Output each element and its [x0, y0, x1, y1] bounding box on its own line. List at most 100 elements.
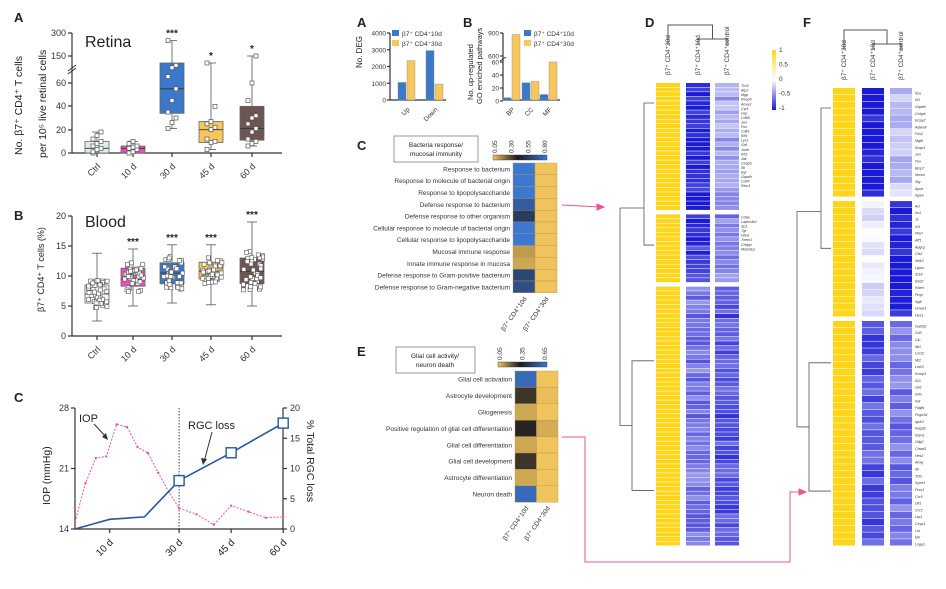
heatmap-cell: [715, 482, 739, 487]
column-dendrogram: [872, 43, 902, 50]
x-tick-label: 45 d: [197, 161, 216, 180]
y-tick-label: 40: [492, 73, 500, 80]
heatmap-cell: [715, 468, 739, 473]
heatmap-cell: [833, 361, 855, 369]
row-dendrogram: [796, 211, 821, 428]
gene-label: Adgrg: [914, 245, 925, 249]
heatmap-cell: [862, 436, 884, 444]
data-point: [245, 143, 251, 149]
data-point: [98, 287, 103, 293]
y-tick-label: 21: [59, 464, 69, 474]
data-point: [161, 274, 167, 279]
heatmap-cell: [862, 176, 884, 183]
data-point: [241, 287, 246, 293]
blood-ylabel: β7⁺ CD4⁺ T cells (%): [36, 227, 46, 312]
heatmap-cell: [656, 123, 680, 128]
x-tick-label: 30 d: [158, 344, 177, 363]
gene-label: Ptert: [915, 232, 924, 236]
gene-label: Lnga1: [915, 543, 925, 547]
heatmap-cell: [656, 359, 680, 364]
heatmap-cell: [890, 430, 912, 437]
heatmap-cell: [715, 332, 739, 337]
gene-label: Tlr11: [741, 84, 749, 88]
data-point: [209, 271, 215, 277]
heatmap-cell: [656, 286, 680, 291]
data-point: [162, 264, 167, 270]
row-label: Defense response to Gram-positive bacter…: [377, 273, 510, 280]
heatmap-cell: [833, 382, 855, 389]
heatmap-cell: [656, 105, 680, 110]
data-point: [90, 136, 96, 142]
heatmap-cell: [890, 214, 912, 222]
heatmap-cell: [715, 450, 739, 455]
x-tick-label: 60 d: [268, 537, 290, 559]
row-label: Glial cell development: [448, 459, 512, 466]
y-tick-label: 3000: [372, 47, 387, 54]
gene-label: Il6: [915, 468, 919, 472]
row-label: Cellular response to lipopolysaccharide: [397, 237, 510, 244]
iop-point: [105, 455, 108, 458]
row-label: Glial cell differentiation: [447, 442, 513, 449]
y-tick-label: 150: [51, 51, 66, 61]
heatmap-cell: [656, 300, 680, 305]
heatmap-cell: [656, 441, 680, 446]
heatmap-cell: [715, 514, 739, 519]
heatmap-cell: [890, 262, 912, 269]
heatmap-cell: [862, 207, 884, 215]
heatmap-cell: [656, 183, 680, 188]
heatmap-cell: [890, 375, 912, 382]
heatmap-cell: [833, 471, 855, 478]
panel-label-d: D: [645, 15, 654, 30]
heatmap-cell: [890, 416, 912, 423]
heatmap-cell: [715, 523, 739, 528]
heatmap-cell: [890, 108, 912, 115]
heatmap-cell: [833, 327, 855, 335]
heatmap-cell: [862, 321, 884, 328]
heatmap-cell: [686, 436, 710, 441]
heatmap-cell: [656, 273, 680, 278]
gene-label: Rtcn1: [741, 184, 750, 188]
heatmap-cell: [512, 186, 536, 199]
heatmap-cell: [656, 464, 680, 469]
data-point: [214, 272, 220, 278]
data-point: [248, 261, 254, 267]
heatmap-cell: [656, 318, 680, 323]
heatmap-cell: [715, 400, 739, 405]
heatmap-cell: [862, 255, 884, 262]
iop-point: [84, 481, 87, 485]
heatmap-cell: [715, 255, 739, 260]
data-point: [126, 289, 131, 294]
bar: [425, 50, 435, 101]
heatmap-cell: [686, 214, 710, 219]
heatmap-cell: [686, 146, 710, 151]
gene-label: Olig2: [915, 440, 923, 444]
connector-c-to-d: [561, 204, 601, 208]
heatmap-cell: [686, 532, 710, 537]
heatmap-cell: [686, 192, 710, 197]
heatmap-cell: [686, 400, 710, 405]
heatmap-cell: [715, 110, 739, 115]
gene-label: Cebpb: [741, 161, 752, 165]
legend-label: β7⁺ CD4⁺30d: [534, 41, 574, 48]
heatmap-cell: [656, 341, 680, 346]
heatmap-cell: [656, 295, 680, 300]
heatmap-cell: [686, 386, 710, 391]
heatmap-cell: [686, 527, 710, 532]
data-point: [93, 300, 99, 306]
heatmap-cell: [686, 304, 710, 309]
heatmap-cell: [833, 228, 855, 235]
heatmap-cell: [534, 245, 558, 258]
heatmap-cell: [715, 359, 739, 364]
heatmap-cell: [890, 443, 912, 451]
y-tick-label: 5: [290, 494, 295, 504]
heatmap-cell: [890, 149, 912, 156]
heatmap-cell: [715, 500, 739, 505]
data-point: [218, 270, 224, 276]
legend-swatch: [392, 40, 399, 46]
heatmap-cell: [686, 291, 710, 296]
heatmap-cell: [715, 278, 739, 283]
heatmap-cell: [833, 375, 855, 382]
heatmap-cell: [656, 119, 680, 124]
heatmap-cell: [715, 518, 739, 523]
connector-lines: [561, 203, 808, 563]
